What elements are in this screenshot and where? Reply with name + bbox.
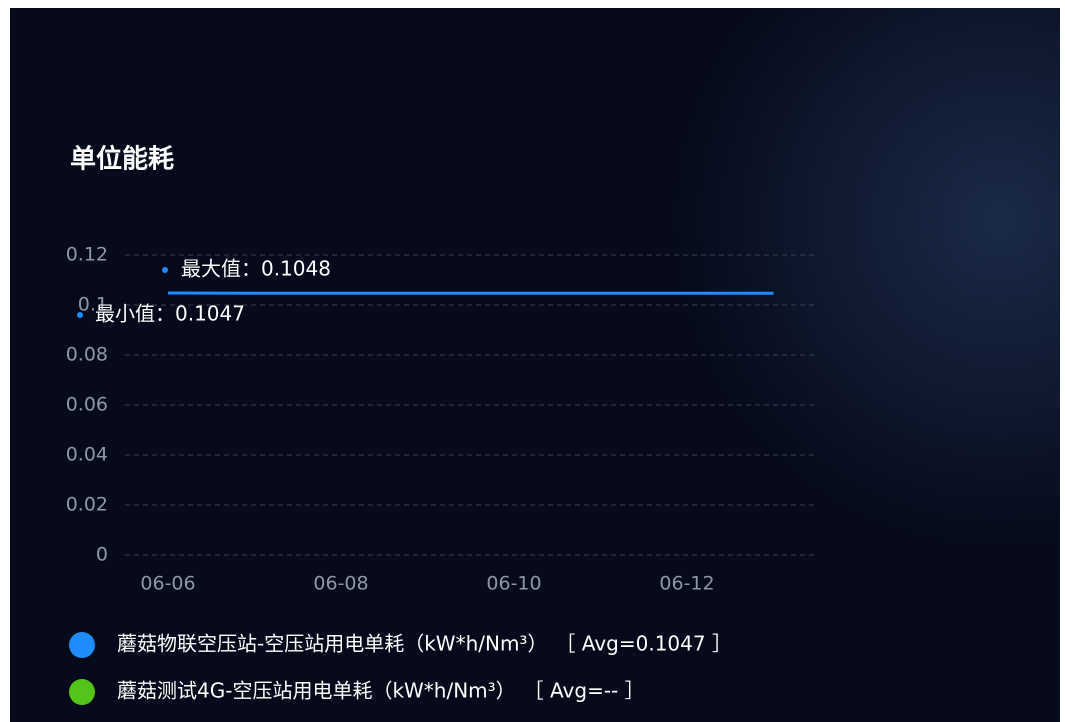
y-tick-label: 0.04 [66, 444, 108, 466]
legend-avg: ［ Avg=-- ］ [524, 679, 645, 703]
x-tick-label: 06-12 [659, 573, 714, 595]
annotation-dot [77, 312, 83, 318]
x-tick-label: 06-10 [486, 573, 541, 595]
annotation-label: 最小值：0.1047 [95, 302, 245, 326]
x-tick-label: 06-08 [313, 573, 368, 595]
y-tick-label: 0.06 [66, 394, 108, 416]
chart-title: 单位能耗 [70, 144, 174, 175]
y-tick-label: 0.02 [66, 494, 108, 516]
legend-label: 蘑菇测试4G-空压站用电单耗（kW*h/Nm³） [117, 679, 516, 703]
legend-avg: ［ Avg=0.1047 ］ [555, 632, 732, 656]
annotation-label: 最大值：0.1048 [181, 257, 331, 281]
y-tick-label: 0.1 [78, 294, 108, 316]
y-tick-label: 0 [96, 544, 108, 566]
legend-marker [69, 679, 95, 705]
legend-marker [69, 632, 95, 658]
y-tick-label: 0.12 [66, 244, 108, 266]
background [10, 8, 1060, 722]
y-tick-label: 0.08 [66, 344, 108, 366]
x-tick-label: 06-06 [140, 573, 195, 595]
annotation-dot [162, 267, 168, 273]
legend-label: 蘑菇物联空压站-空压站用电单耗（kW*h/Nm³） [117, 632, 547, 656]
